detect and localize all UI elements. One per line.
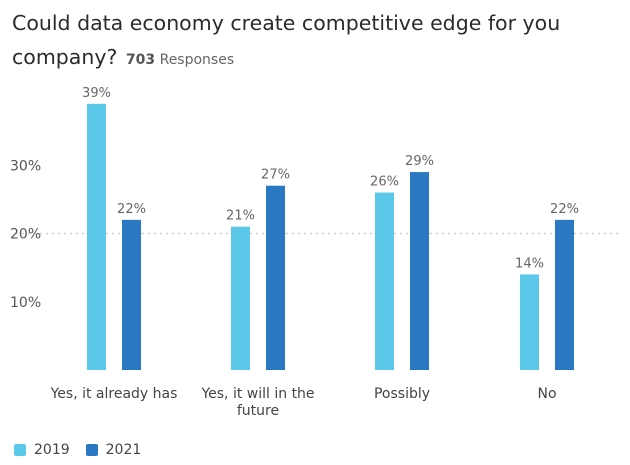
legend-item-2019[interactable]: 2019 [14,442,70,458]
chart-title-text: Could data economy create competitive ed… [12,11,561,69]
bar [87,103,106,370]
legend-swatch-2021 [85,444,98,456]
data-label: 29% [405,154,434,169]
bar [375,192,394,370]
responses-info: 703 Responses [126,52,234,68]
bar-chart: 10% 20% 30% 39% 22% 21% 27% 26% 29% 14% 22% Yes, it… [10,86,620,419]
y-tick-label: 20% [10,227,41,243]
responses-count: 703 [125,52,156,68]
responses-label: Responses [159,52,235,68]
bar [555,219,574,370]
bar [266,185,285,370]
bar [122,219,141,370]
chart-legend: 2019 2021 [14,442,157,458]
bar [410,172,429,370]
legend-swatch-2019 [14,444,26,456]
data-label: 39% [82,86,111,101]
data-label: 14% [515,256,544,271]
bar [231,226,250,370]
y-tick-label: 30% [10,158,41,174]
x-tick-label: No [537,386,556,402]
legend-item-2021[interactable]: 2021 [85,442,142,458]
x-tick-label: Possibly [374,386,430,402]
data-label: 27% [261,168,290,183]
data-label: 26% [370,175,399,190]
x-tick-label: Yes, it already has [50,386,178,402]
chart-title: Could data economy create competitive ed… [12,6,612,77]
data-label: 22% [117,202,146,217]
x-tick-label: future [237,403,279,419]
legend-label-2021: 2021 [105,442,142,458]
legend-label-2019: 2019 [34,442,70,458]
bar [520,274,539,370]
x-tick-label: Yes, it will in the [200,386,314,402]
data-label: 21% [226,209,255,224]
y-tick-label: 10% [10,295,41,311]
data-label: 22% [550,202,579,217]
